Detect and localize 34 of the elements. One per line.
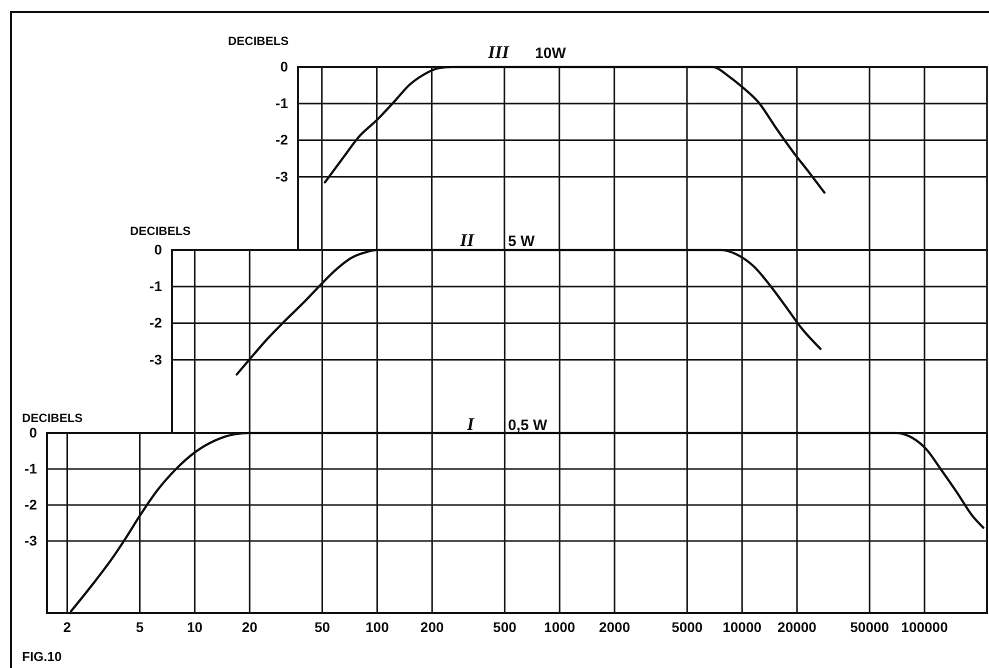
y-tick-label: -2 xyxy=(24,496,38,512)
x-tick-label: 10000 xyxy=(722,618,762,635)
x-tick-label: 20000 xyxy=(778,618,817,635)
y-tick-label: -2 xyxy=(276,132,288,148)
y-tick-label: -2 xyxy=(150,314,162,331)
chart-title: II 5 W xyxy=(460,230,535,250)
x-tick-label: 50000 xyxy=(850,618,890,635)
x-tick-label: 100000 xyxy=(901,618,948,635)
x-tick-label: 500 xyxy=(493,618,517,635)
chart-title: III 10W xyxy=(488,42,566,62)
x-tick-label: 2000 xyxy=(598,618,630,635)
y-tick-label: 0 xyxy=(154,241,162,258)
x-tick-label: 5 xyxy=(136,618,144,635)
y-tick-label: 0 xyxy=(29,424,38,440)
x-tick-label: 5000 xyxy=(672,618,703,635)
x-tick-label: 100 xyxy=(365,618,390,635)
x-tick-label: 20 xyxy=(242,618,258,635)
x-tick-label: 1000 xyxy=(544,618,576,635)
x-tick-label: 2 xyxy=(63,618,72,635)
y-tick-label: -1 xyxy=(24,460,38,476)
y-tick-label: -3 xyxy=(24,532,38,548)
y-axis-title: DECIBELS xyxy=(228,34,289,48)
chart-title: I 0,5 W xyxy=(467,414,548,434)
x-tick-label: 200 xyxy=(420,618,444,635)
y-tick-label: -3 xyxy=(276,168,288,184)
caption: FIG.10 xyxy=(22,649,62,664)
y-axis-title: DECIBELS xyxy=(22,411,83,425)
y-axis-title: DECIBELS xyxy=(130,224,191,238)
y-tick-label: 0 xyxy=(280,58,288,74)
x-tick-label: 50 xyxy=(314,618,330,635)
y-tick-label: -1 xyxy=(150,278,162,294)
y-tick-label: -3 xyxy=(150,351,162,368)
x-tick-label: 10 xyxy=(186,618,203,635)
y-tick-label: -1 xyxy=(276,95,288,112)
